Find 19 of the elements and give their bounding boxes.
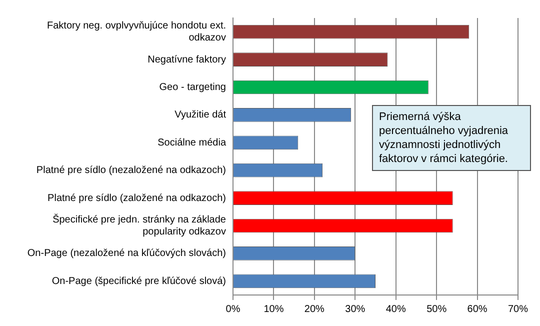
y-tick-label: On-Page (špecifické pre kľúčové slová) [52,276,226,287]
x-tick-label: 10% [264,304,284,315]
x-tick-label: 70% [508,304,528,315]
annotation: Priemerná výška percentuálneho vyjadrenia významnosti jednotlivých faktorov v rámci kategórie. [372,105,531,171]
x-tick-label: 30% [345,304,366,315]
y-tick-label: Sociálne média [158,137,226,148]
x-tick-label: 40% [386,304,406,315]
x-tick-label: 50% [426,304,447,315]
y-tick-label: On-Page (nezaložené na kľúčových slovách) [27,248,226,260]
x-tick-label: 20% [304,304,325,315]
y-tick-label: Platné pre sídlo (nezaložené na odkazoch) [36,165,226,176]
y-tick-label: Negatívne faktory [148,54,226,66]
x-tick-label: 60% [467,304,488,315]
y-tick-label: Využitie dát [174,110,226,121]
x-tick-label: 0% [226,304,240,315]
y-tick-label: Faktory neg. ovplvyvňujúce hondotu ext. odkazov [47,20,226,44]
y-tick-label: Geo - targeting [159,82,226,93]
y-tick-label: Platné pre sídlo (založené na odkazoch) [48,192,226,204]
y-tick-label: Špecifické pre jedn. stránky na základe popularity odkazov [52,214,226,238]
